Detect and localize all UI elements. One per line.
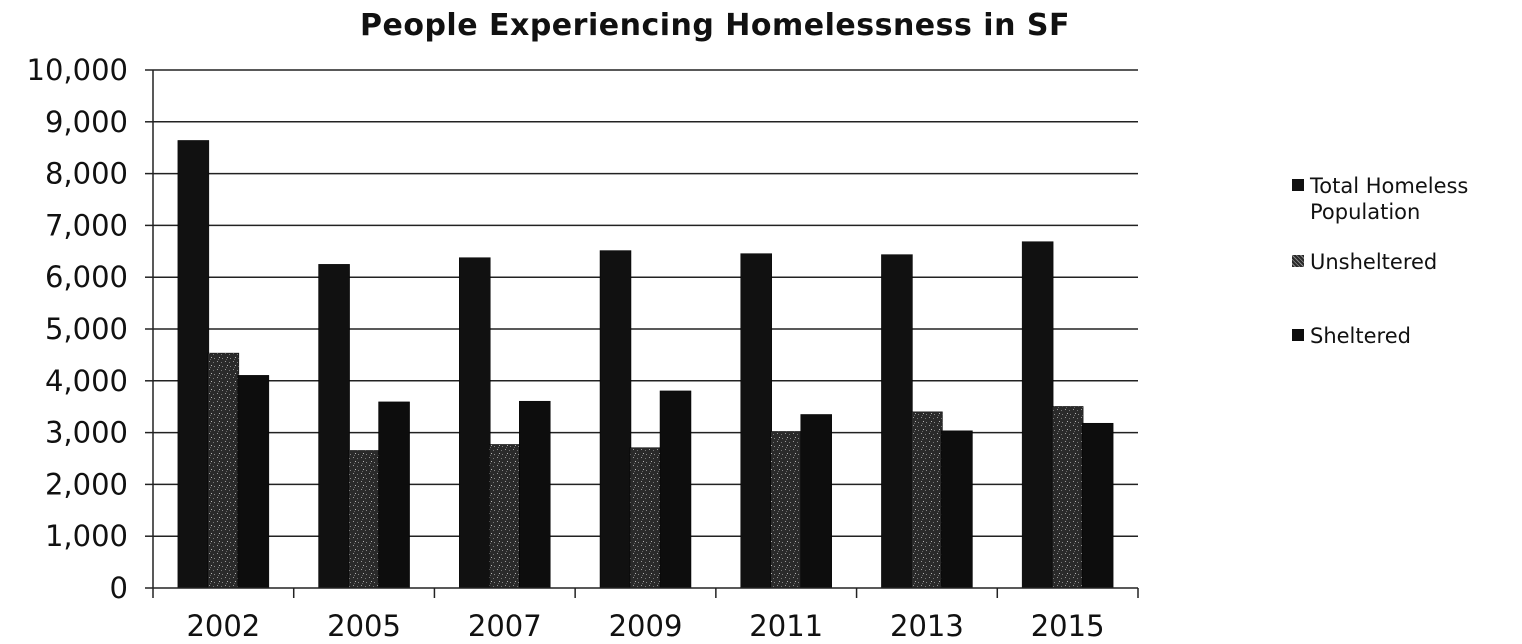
legend-item: Unsheltered [1292, 249, 1517, 275]
bar [659, 390, 692, 589]
y-tick-label: 6,000 [45, 260, 128, 294]
x-tick-label: 2011 [749, 609, 823, 643]
bar [911, 411, 943, 589]
bar [489, 444, 521, 589]
legend-swatch [1292, 255, 1304, 267]
legend-item: Total Homeless Population [1292, 173, 1517, 225]
bar [459, 257, 491, 589]
bar [740, 253, 772, 589]
bar [177, 140, 210, 589]
y-tick-label: 4,000 [45, 364, 128, 398]
y-tick-label: 8,000 [45, 157, 128, 191]
y-tick-label: 7,000 [45, 208, 128, 242]
y-tick-label: 5,000 [45, 312, 128, 346]
y-tick-label: 10,000 [27, 53, 128, 87]
bar [1051, 406, 1084, 589]
x-tick-label: 2007 [468, 609, 542, 643]
bar [941, 430, 973, 589]
bar [800, 414, 832, 589]
legend-swatch [1292, 179, 1304, 191]
bar [629, 447, 662, 589]
bar [599, 250, 632, 589]
y-tick-label: 1,000 [45, 519, 128, 553]
axes [145, 69, 1139, 598]
bar [519, 400, 551, 589]
x-tick-label: 2005 [327, 609, 401, 643]
x-tick-label: 2009 [609, 609, 683, 643]
bar [770, 431, 802, 589]
bar [207, 352, 240, 589]
legend-label: Sheltered [1310, 324, 1411, 348]
bar [881, 254, 913, 589]
y-tick-labels: 0 1,000 2,000 3,000 4,000 5,000 6,000 7,000 8,00… [27, 53, 128, 605]
bar [348, 450, 380, 589]
bars [177, 140, 1114, 589]
bar [318, 264, 350, 589]
x-tick-label: 2015 [1031, 609, 1105, 643]
legend: Total Homeless Population Unsheltered Shel… [1292, 173, 1517, 349]
legend-swatch [1292, 329, 1304, 341]
y-tick-label: 0 [110, 571, 128, 605]
bar [378, 401, 410, 589]
legend-label: Total Homeless Population [1310, 174, 1469, 224]
bar [237, 375, 270, 589]
bar [1021, 241, 1054, 589]
bar [1081, 422, 1114, 589]
x-tick-labels: 2002 2005 2007 2009 2011 2013 2015 [186, 609, 1104, 643]
legend-item: Sheltered [1292, 323, 1517, 349]
x-tick-label: 2013 [890, 609, 964, 643]
chart-title: People Experiencing Homelessness in SF [360, 8, 1070, 43]
x-tick-label: 2002 [186, 609, 260, 643]
y-tick-label: 9,000 [45, 105, 128, 139]
legend-label: Unsheltered [1310, 250, 1438, 274]
y-tick-label: 3,000 [45, 416, 128, 450]
y-tick-label: 2,000 [45, 467, 128, 501]
